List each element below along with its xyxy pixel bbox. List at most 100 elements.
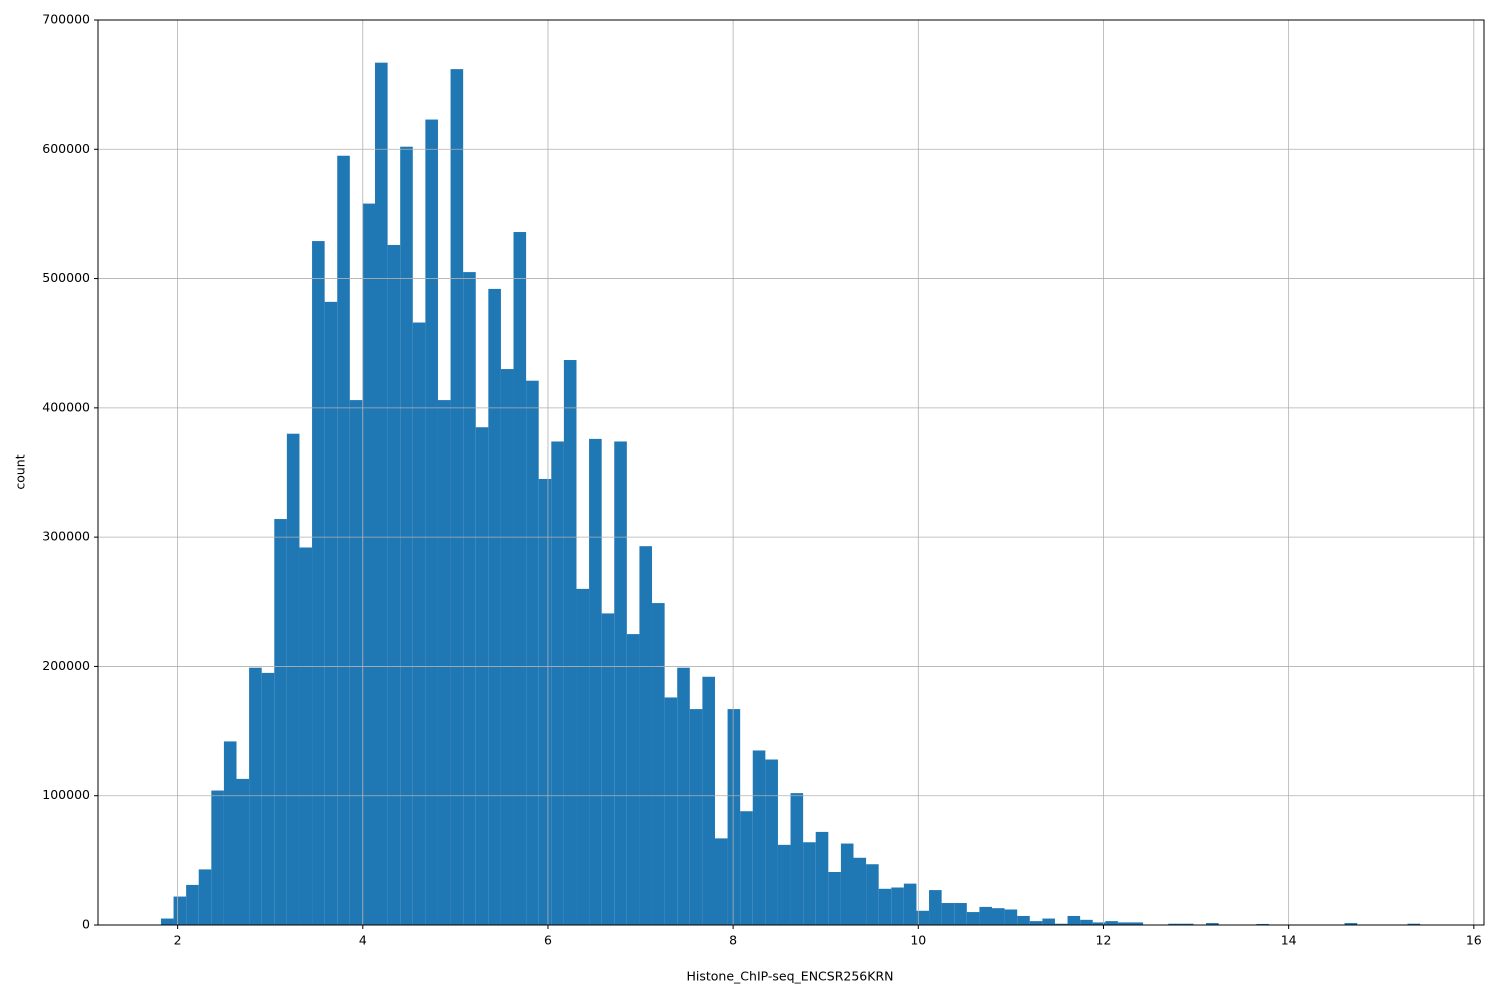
bar [1080, 919, 1093, 925]
y-tick-label: 400000 [42, 399, 90, 414]
bar [866, 864, 879, 925]
bar [1004, 909, 1018, 925]
bar [1017, 915, 1030, 925]
y-tick-label: 700000 [42, 12, 90, 27]
bar [1042, 918, 1055, 925]
y-tick-label: 100000 [42, 787, 90, 802]
bar [916, 910, 930, 925]
bar [979, 906, 993, 925]
bar [563, 360, 577, 925]
bar [752, 750, 766, 925]
bar [500, 369, 514, 926]
bar [286, 433, 300, 925]
bar [173, 896, 187, 925]
bar [1168, 923, 1181, 925]
bar [639, 546, 653, 925]
bar [765, 759, 778, 925]
bar [274, 519, 287, 925]
bar [400, 146, 413, 925]
bar [1256, 923, 1270, 925]
x-tick-label: 14 [1281, 933, 1297, 948]
bar [1206, 923, 1219, 925]
bar [815, 831, 829, 925]
bar [1092, 922, 1106, 925]
bar [513, 232, 527, 925]
bar [249, 667, 262, 925]
bar [777, 844, 791, 925]
y-axis-label: count [13, 454, 28, 489]
bar [1130, 922, 1144, 925]
bar [1054, 923, 1068, 925]
bar [160, 918, 174, 925]
bar [878, 888, 892, 925]
bar [261, 672, 275, 925]
bar [324, 301, 338, 925]
x-tick-label: 6 [544, 933, 552, 948]
bar [387, 244, 401, 925]
bar [223, 741, 237, 925]
bar [236, 778, 250, 925]
x-tick-label: 12 [1096, 933, 1112, 948]
bar [1029, 921, 1043, 925]
x-tick-label: 16 [1466, 933, 1482, 948]
bar [992, 908, 1005, 925]
bar [853, 857, 867, 925]
bar [929, 890, 942, 925]
bar [903, 883, 917, 925]
bar [1180, 923, 1194, 925]
bar [954, 903, 967, 925]
bar [412, 322, 426, 925]
bar [362, 203, 376, 926]
bar [186, 884, 199, 925]
x-axis-label: Histone_ChIP-seq_ENCSR256KRN [687, 969, 894, 984]
bar [941, 903, 955, 925]
y-tick-label: 300000 [42, 529, 90, 544]
bar [664, 697, 678, 925]
bar [1105, 921, 1118, 925]
bar [966, 912, 980, 925]
bar [488, 288, 501, 925]
bar [299, 547, 313, 925]
bar [626, 634, 640, 925]
bar [337, 155, 350, 925]
bar [1407, 923, 1421, 925]
y-tick-label: 600000 [42, 141, 90, 156]
bar [740, 811, 753, 925]
bar [551, 441, 564, 925]
bar [714, 838, 728, 925]
bar [1067, 915, 1081, 925]
bar [198, 869, 212, 925]
bar [803, 842, 816, 925]
y-tick-label: 500000 [42, 270, 90, 285]
bar [475, 427, 489, 925]
bar [349, 400, 363, 926]
bar [702, 676, 715, 925]
y-tick-label: 0 [82, 917, 90, 932]
y-tick-label: 200000 [42, 658, 90, 673]
x-tick-label: 10 [910, 933, 926, 948]
bar [790, 793, 804, 925]
bar [1117, 922, 1131, 925]
bar [211, 790, 224, 925]
x-tick-label: 4 [359, 933, 367, 948]
bar [601, 613, 615, 925]
bar [828, 871, 841, 925]
bar [576, 588, 590, 925]
x-tick-label: 2 [174, 933, 182, 948]
bar [891, 887, 904, 925]
bar [1344, 923, 1358, 925]
bar [450, 69, 464, 926]
bar [312, 241, 325, 926]
bar [538, 478, 552, 925]
bar [689, 709, 703, 925]
bar [526, 380, 539, 925]
bar [840, 843, 854, 925]
bar [437, 400, 451, 926]
bar [727, 709, 741, 925]
bar [614, 441, 627, 925]
plot-frame [97, 19, 1485, 926]
x-tick-label: 8 [729, 933, 737, 948]
bar [589, 438, 602, 925]
